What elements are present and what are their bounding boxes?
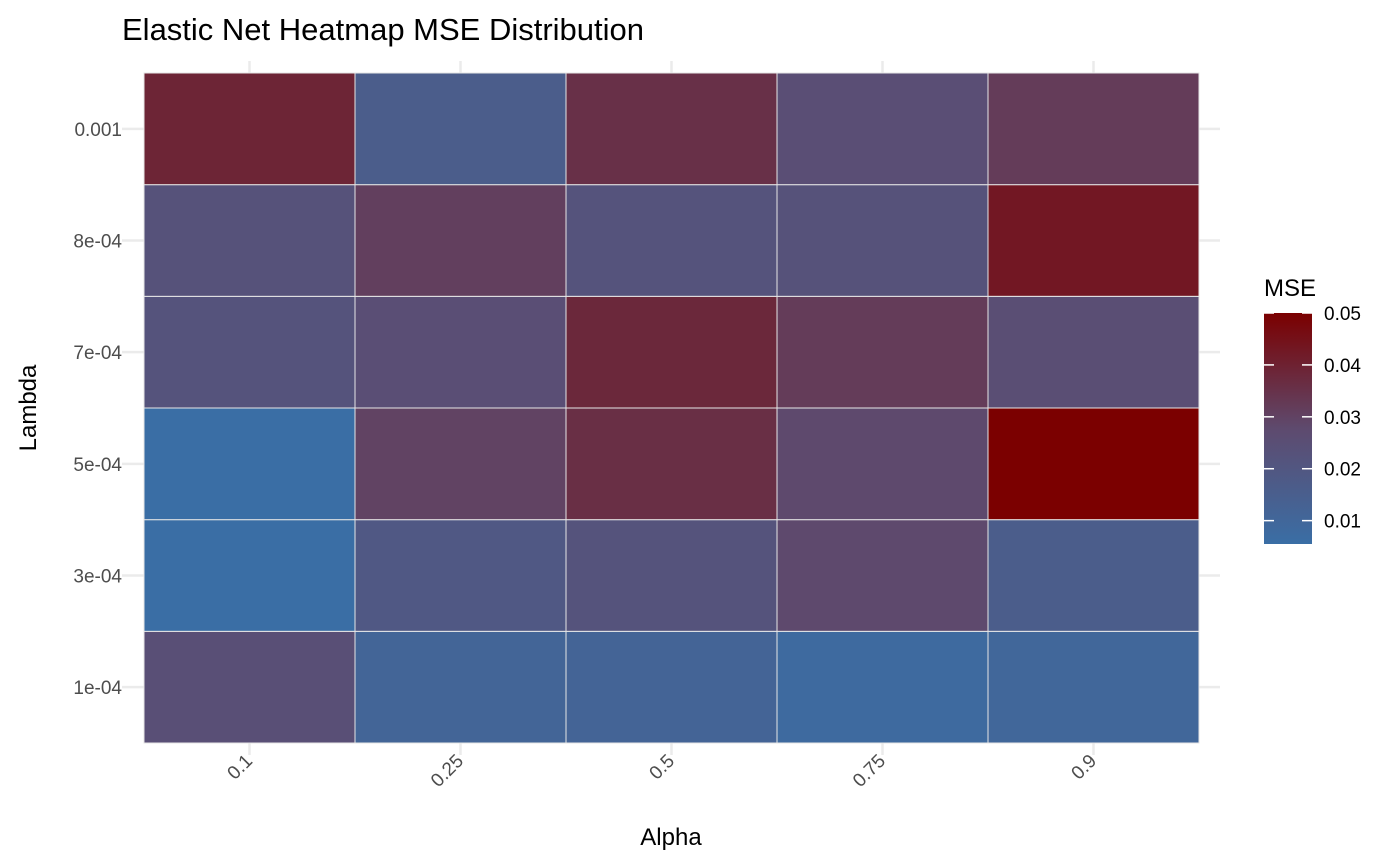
heatmap-cell (776, 184, 989, 297)
heatmap-cell (354, 630, 567, 744)
legend-label: 0.03 (1324, 408, 1361, 429)
heatmap-cell (143, 184, 356, 297)
legend-label: 0.02 (1324, 460, 1361, 481)
heatmap-cell (776, 72, 989, 186)
x-tick-label: 0.9 (1068, 751, 1102, 785)
y-tick-label: 1e-04 (73, 678, 122, 699)
legend-title: MSE (1264, 275, 1316, 302)
y-tick-label: 3e-04 (73, 567, 122, 588)
heatmap-cell (776, 407, 989, 521)
x-axis-ticks: 0.1 0.25 0.5 0.75 0.9 (224, 751, 1102, 792)
heatmap-cell (987, 630, 1200, 744)
heatmap-cell (565, 184, 778, 297)
heatmap-cell (354, 407, 567, 521)
x-tick-label: 0.25 (427, 751, 468, 792)
heatmap-cell (565, 519, 778, 632)
heatmap-cell (987, 184, 1200, 297)
legend-label: 0.05 (1324, 304, 1361, 325)
heatmap-cell (143, 295, 356, 409)
heatmap-cell (565, 630, 778, 744)
y-tick-label: 5e-04 (73, 455, 122, 476)
heatmap-tiles (143, 72, 1200, 744)
heatmap-cell (776, 630, 989, 744)
chart-title: Elastic Net Heatmap MSE Distribution (122, 12, 644, 47)
heatmap-cell (987, 519, 1200, 632)
legend-label: 0.04 (1324, 356, 1361, 377)
heatmap-cell (987, 295, 1200, 409)
heatmap-cell (143, 72, 356, 186)
heatmap-cell (143, 630, 356, 744)
color-legend: MSE 0.01 0.02 0.03 0.04 0.05 (1264, 275, 1361, 544)
heatmap-cell (987, 72, 1200, 186)
legend-colorbar (1264, 313, 1312, 544)
heatmap-cell (354, 72, 567, 186)
heatmap-cell (143, 519, 356, 632)
x-tick-label: 0.75 (849, 751, 890, 792)
heatmap-cell (565, 407, 778, 521)
x-axis-title: Alpha (640, 824, 702, 851)
heatmap-cell (776, 519, 989, 632)
legend-label: 0.01 (1324, 512, 1361, 533)
heatmap-cell (565, 72, 778, 186)
heatmap-cell (354, 295, 567, 409)
y-tick-label: 0.001 (74, 120, 122, 141)
y-axis-ticks: 1e-04 3e-04 5e-04 7e-04 8e-04 0.001 (73, 120, 122, 699)
x-tick-label: 0.1 (224, 751, 258, 785)
y-tick-label: 8e-04 (73, 232, 122, 253)
heatmap-cell (354, 184, 567, 297)
x-tick-label: 0.5 (646, 751, 680, 785)
heatmap-cell (987, 407, 1200, 521)
heatmap-cell (354, 519, 567, 632)
heatmap-cell (776, 295, 989, 409)
y-tick-label: 7e-04 (73, 343, 122, 364)
heatmap-cell (143, 407, 356, 521)
heatmap-cell (565, 295, 778, 409)
y-axis-title: Lambda (15, 364, 42, 451)
